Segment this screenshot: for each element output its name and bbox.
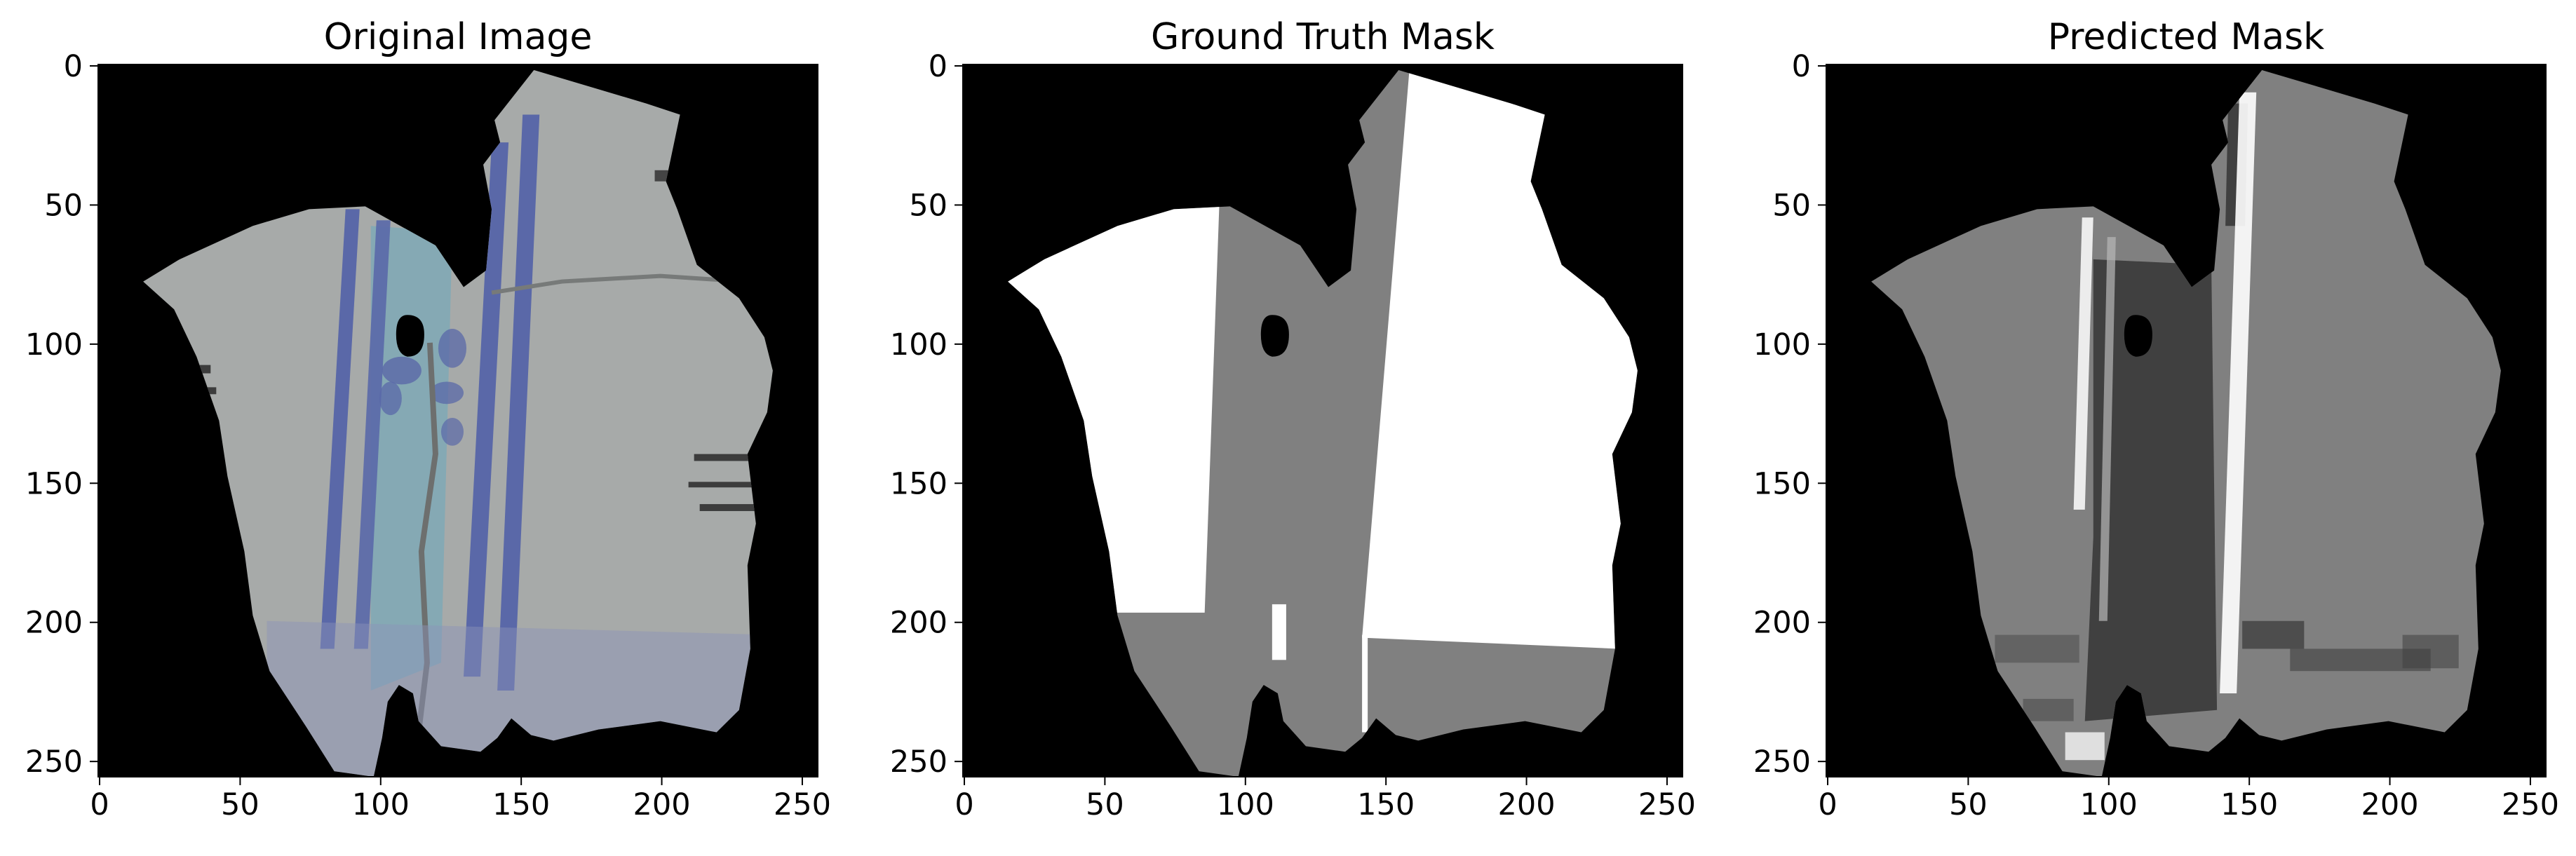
y-tick-label: 250 xyxy=(1753,745,1811,780)
x-tick-label: 100 xyxy=(1217,787,1274,822)
original-image-title: Original Image xyxy=(324,16,593,58)
y-tick-label: 0 xyxy=(1792,49,1811,84)
x-tick-label: 200 xyxy=(1498,787,1556,822)
y-tick-label: 200 xyxy=(25,606,83,641)
x-tick-label: 200 xyxy=(2361,787,2419,822)
y-tick-label: 250 xyxy=(890,745,948,780)
predicted-mask-frame xyxy=(1826,64,2547,777)
x-tick-label: 150 xyxy=(1357,787,1415,822)
y-tick-label: 0 xyxy=(64,49,83,84)
original-image-panel: Original Image 0 0 50 50 100 100 150 150 200 200 25… xyxy=(25,16,831,822)
ground-truth-mask-panel: Ground Truth Mask 0 0 50 50 100 100 150 150 200 20… xyxy=(890,16,1696,822)
x-tick-label: 0 xyxy=(1818,787,1837,822)
x-tick-label: 50 xyxy=(1949,787,1988,822)
x-tick-label: 250 xyxy=(1638,787,1696,822)
y-tick-label: 150 xyxy=(1753,466,1811,501)
y-tick-label: 50 xyxy=(1772,188,1811,223)
x-tick-label: 150 xyxy=(492,787,550,822)
y-tick-label: 100 xyxy=(890,327,948,362)
y-tick-label: 200 xyxy=(1753,606,1811,641)
y-tick-label: 0 xyxy=(929,49,948,84)
x-tick-label: 100 xyxy=(352,787,410,822)
x-tick-label: 50 xyxy=(221,787,259,822)
original-image-frame xyxy=(97,64,818,777)
ground-truth-mask-title: Ground Truth Mask xyxy=(1151,16,1495,58)
x-tick-label: 0 xyxy=(955,787,973,822)
x-tick-label: 0 xyxy=(90,787,109,822)
x-tick-label: 150 xyxy=(2220,787,2278,822)
x-tick-label: 250 xyxy=(774,787,831,822)
predicted-mask-title: Predicted Mask xyxy=(2048,16,2325,58)
ground-truth-mask-frame xyxy=(962,64,1683,777)
y-tick-label: 100 xyxy=(25,327,83,362)
y-tick-label: 250 xyxy=(25,745,83,780)
y-tick-label: 50 xyxy=(909,188,948,223)
y-tick-label: 100 xyxy=(1753,327,1811,362)
x-tick-label: 100 xyxy=(2080,787,2138,822)
predicted-mask-panel: Predicted Mask 0 0 50 50 100 100 150 150 200 200 25… xyxy=(1753,16,2559,822)
x-tick-label: 250 xyxy=(2502,787,2559,822)
x-tick-label: 50 xyxy=(1086,787,1124,822)
y-tick-label: 50 xyxy=(44,188,83,223)
y-tick-label: 200 xyxy=(890,606,948,641)
y-tick-label: 150 xyxy=(25,466,83,501)
x-tick-label: 200 xyxy=(633,787,691,822)
y-tick-label: 150 xyxy=(890,466,948,501)
